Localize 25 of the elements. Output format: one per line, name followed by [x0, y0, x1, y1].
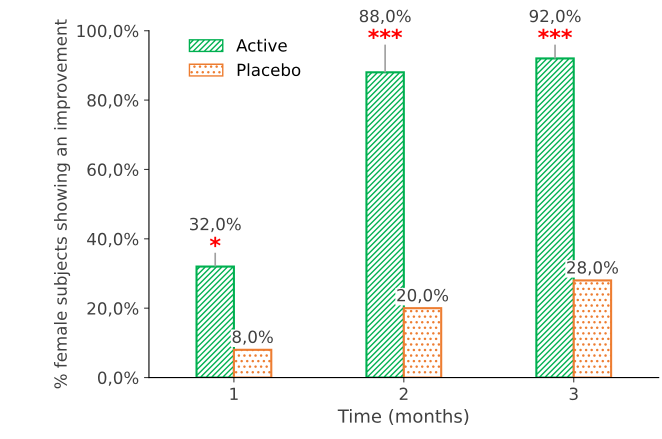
data-label: 8,0%	[232, 330, 273, 345]
data-label: 32,0%	[190, 218, 241, 232]
legend-label: Active	[236, 38, 287, 52]
annotation: ***	[538, 28, 572, 40]
x-tick-label: 2	[400, 388, 408, 400]
legend-label: Placebo	[238, 63, 300, 76]
annotation: ***	[368, 28, 402, 40]
y-tick-label: 60,0%	[87, 163, 138, 178]
annotation: *	[210, 236, 221, 248]
y-tick-label: 20,0%	[88, 302, 138, 316]
data-label: 20,0%	[397, 288, 448, 304]
y-tick-label: 80,0%	[87, 94, 138, 108]
bar	[232, 348, 272, 378]
y-axis-title: % female subjects showing an improvement	[54, 19, 70, 388]
y-tick-label: 0,0%	[98, 372, 138, 386]
x-axis-title: Time (months)	[338, 408, 468, 426]
x-tick-label: 3	[570, 388, 578, 400]
y-tick-label: 100,0%	[78, 24, 138, 39]
data-label: 88,0%	[360, 10, 411, 24]
bar	[572, 279, 612, 378]
y-tick-label: 40,0%	[87, 232, 138, 248]
data-label: 28,0%	[567, 261, 618, 276]
data-label: 92,0%	[530, 10, 581, 24]
bar	[402, 307, 442, 378]
x-tick-label: 1	[230, 388, 238, 400]
